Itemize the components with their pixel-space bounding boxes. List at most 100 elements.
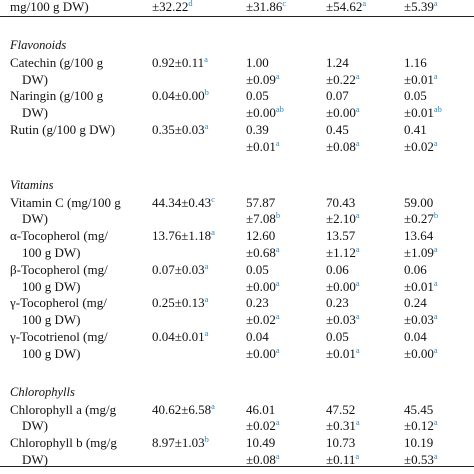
significance-letter: a <box>211 227 215 238</box>
cell-value: 40.62±6.58a <box>152 401 215 418</box>
cell-text: 0.05 <box>246 88 269 104</box>
cell-text: 0.06 <box>326 261 349 277</box>
cell-text: 0.05 <box>404 88 427 104</box>
significance-letter: a <box>433 0 438 8</box>
cell-value: 1.00 <box>246 54 269 71</box>
cell-text: ±2.10 <box>326 211 356 227</box>
cell-text: 0.04±0.00 <box>152 88 205 104</box>
cell-value: ±31.86c <box>246 0 286 15</box>
cell-value: ±0.68a <box>246 244 280 261</box>
cell-text: 0.25±0.13 <box>152 295 205 311</box>
cell-value: ±0.09a <box>246 71 280 88</box>
significance-letter: a <box>204 53 208 64</box>
cell-text: ±0.02 <box>404 138 434 154</box>
cell-value: 13.64 <box>404 227 433 244</box>
cell-value: ±5.39a <box>404 0 438 15</box>
cell-text: 0.23 <box>326 295 349 311</box>
cell-value: 70.43 <box>326 194 355 211</box>
significance-letter: a <box>204 294 209 305</box>
cell-text: 70.43 <box>326 194 356 210</box>
row-label: α-Tocopherol (mg/ <box>10 228 108 244</box>
row-label: DW) <box>22 418 48 434</box>
cell-value: 0.06 <box>404 261 427 278</box>
cell-text: ±0.00 <box>246 105 276 121</box>
row-label: 100 g DW) <box>22 278 81 294</box>
cell-value: 0.24 <box>404 294 427 311</box>
cell-value: ±0.01a <box>326 345 360 362</box>
row-label: mg/100 g DW) <box>10 0 89 14</box>
cell-value: 59.00 <box>404 194 433 211</box>
cell-value: 46.01 <box>246 401 275 418</box>
row-label: Naringin (g/100 g <box>10 88 104 104</box>
row-label: β-Tocopherol (mg/ <box>10 261 108 277</box>
row-label: 100 g DW) <box>22 245 81 260</box>
significance-letter: a <box>275 451 280 461</box>
row-label: 100 g DW) <box>22 312 81 328</box>
cell-text: 0.45 <box>326 122 349 137</box>
cell-value: 13.76±1.18a <box>152 227 215 244</box>
cell-value: 12.60 <box>246 227 275 244</box>
significance-letter: a <box>275 244 280 254</box>
cell-value: ±0.08a <box>246 451 280 468</box>
significance-letter: ab <box>433 104 442 115</box>
cell-value: 10.49 <box>246 434 275 451</box>
row-label: 100 g DW) <box>22 345 81 361</box>
significance-letter: a <box>433 417 438 428</box>
cell-text: 0.39 <box>246 122 269 137</box>
cell-value: ±0.01a <box>246 138 280 155</box>
cell-text: 59.00 <box>404 194 434 210</box>
table-rule <box>0 465 474 467</box>
significance-letter: a <box>433 70 438 81</box>
cell-value: ±0.22a <box>326 71 360 88</box>
cell-value: 0.45 <box>326 121 349 138</box>
cell-value: 0.07±0.03a <box>152 261 208 278</box>
cell-text: ±0.01 <box>404 105 434 121</box>
cell-text: ±31.86 <box>246 0 283 14</box>
cell-text: 0.24 <box>404 295 427 311</box>
cell-text: ±0.02 <box>246 418 276 434</box>
cell-text: 13.57 <box>326 228 356 244</box>
significance-letter: a <box>355 451 360 461</box>
cell-value: 13.57 <box>326 227 355 244</box>
cell-text: 1.00 <box>246 54 269 70</box>
cell-text: ±0.03 <box>326 312 356 328</box>
cell-text: ±32.22 <box>152 0 189 14</box>
cell-text: ±54.62 <box>326 0 363 14</box>
significance-letter: a <box>355 70 360 81</box>
cell-text: 46.01 <box>246 401 276 417</box>
cell-value: ±0.00a <box>404 345 438 362</box>
cell-value: ±0.08a <box>326 138 360 155</box>
significance-letter: d <box>188 0 193 8</box>
significance-letter: b <box>275 210 281 221</box>
cell-value: 44.34±0.43c <box>152 194 215 211</box>
cell-value: 1.16 <box>404 54 427 71</box>
row-label: Rutin (g/100 g DW) <box>10 122 116 137</box>
cell-text: 10.73 <box>326 435 356 451</box>
cell-value: ±0.01a <box>404 71 438 88</box>
cell-value: ±0.31a <box>326 417 360 434</box>
cell-value: ±2.10a <box>326 210 360 227</box>
cell-value: 0.04±0.00b <box>152 87 209 104</box>
cell-text: ±0.08 <box>246 452 276 467</box>
cell-value: 57.87 <box>246 194 275 211</box>
cell-text: 13.76±1.18 <box>152 228 212 244</box>
row-label: Chlorophyll a (mg/g <box>10 401 117 417</box>
cell-value: 0.05 <box>404 87 427 104</box>
cell-text: ±0.00 <box>326 278 356 294</box>
cell-text: 0.06 <box>404 261 427 277</box>
cell-text: 1.16 <box>404 54 427 70</box>
significance-letter: a <box>433 311 438 322</box>
significance-letter: a <box>355 210 360 221</box>
cell-text: 1.24 <box>326 54 349 70</box>
row-label: γ-Tocopherol (mg/ <box>10 295 107 311</box>
significance-letter: c <box>282 0 287 8</box>
cell-text: 0.07 <box>326 88 349 104</box>
cell-value: 0.92±0.11a <box>152 54 208 71</box>
cell-text: ±7.08 <box>246 211 276 227</box>
cell-value: 1.24 <box>326 54 349 71</box>
cell-value: 45.45 <box>404 401 433 418</box>
cell-value: ±0.02a <box>246 417 280 434</box>
cell-value: 0.23 <box>326 294 349 311</box>
cell-text: ±0.00 <box>326 105 356 121</box>
cell-value: 0.25±0.13a <box>152 294 208 311</box>
